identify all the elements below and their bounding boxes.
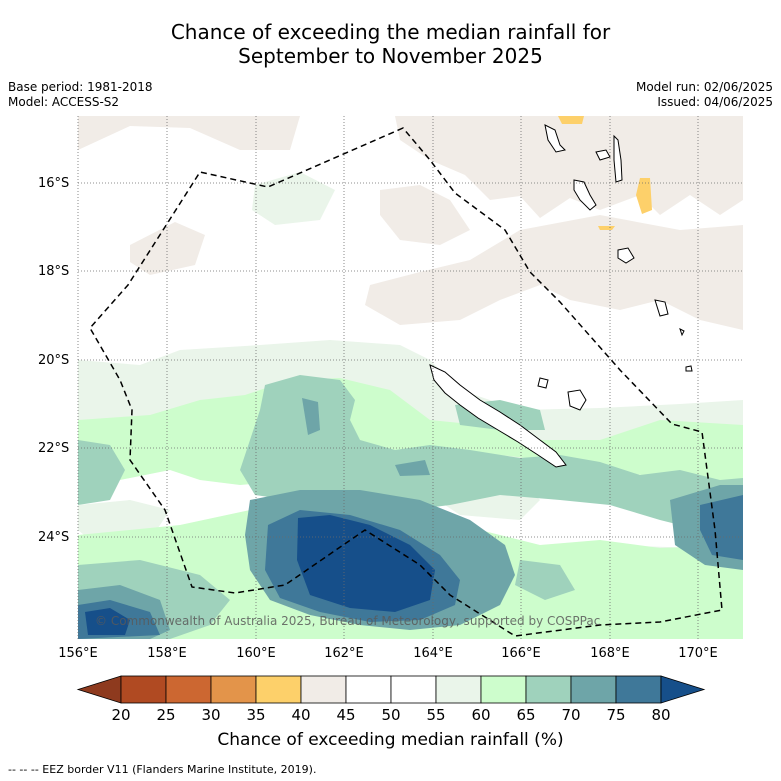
lat-label: 24°S [38,530,70,545]
colorbar-cell [525,675,572,704]
contour-35-40 [558,116,584,124]
colorbar-cell [435,675,482,704]
issued-date: Issued: 04/06/2025 [657,95,773,109]
colorbar-extend-high [660,675,706,704]
colorbar-cell [615,675,662,704]
loyalty-island [567,389,587,411]
new-caledonia-outline [429,364,567,468]
contour-above-80 [297,515,435,612]
colorbar-tick: 35 [246,706,266,724]
colorbar-cell [480,675,527,704]
lat-label: 20°S [38,353,70,368]
colorbar-tick: 30 [201,706,221,724]
contour-70-75 [302,398,320,435]
lat-label: 22°S [38,441,70,456]
colorbar-cell [390,675,437,704]
colorbar-cell [120,675,167,704]
vanuatu-island [573,179,597,211]
contour-40-45 [130,222,205,275]
lon-label: 166°E [501,646,541,661]
colorbar-cell [300,675,347,704]
contour-above-80 [85,608,130,635]
vanuatu-island [654,299,669,317]
eez-footnote: -- -- -- EEZ border V11 (Flanders Marine… [8,763,317,776]
colorbar-cell [345,675,392,704]
title-line-2: September to November 2025 [238,44,543,68]
meta-right: Model run: 02/06/2025 Issued: 04/06/2025 [636,80,773,110]
contour-70-75 [395,460,430,476]
contour-65-70 [78,440,125,505]
contour-60-65 [180,405,215,450]
colorbar-cell [255,675,302,704]
colorbar-extend-low [76,675,122,704]
colorbar-cell [165,675,212,704]
model-run: Model run: 02/06/2025 [635,80,773,94]
lon-label: 156°E [58,646,98,661]
vanuatu-island [595,149,611,161]
coastlines [429,124,693,468]
lon-label: 158°E [147,646,187,661]
meta-left: Base period: 1981-2018 Model: ACCESS-S2 [8,80,153,110]
colorbar-tick: 45 [336,706,356,724]
contour-40-45 [395,116,743,218]
vanuatu-island [613,134,623,183]
contour-40-45 [78,116,300,150]
vanuatu-island [685,365,693,372]
lon-label: 168°E [590,646,630,661]
title-line-1: Chance of exceeding the median rainfall … [170,20,611,44]
colorbar-label: Chance of exceeding median rainfall (%) [217,730,564,750]
graticule [77,116,743,639]
colorbar-tick: 25 [156,706,176,724]
map-title: Chance of exceeding the median rainfall … [0,20,781,68]
contour-35-40 [598,226,615,230]
base-period: Base period: 1981-2018 [8,80,153,94]
lon-label: 170°E [678,646,718,661]
lon-label: 162°E [324,646,364,661]
colorbar-cell [210,675,257,704]
contour-75-80 [700,495,743,560]
colorbar-tick: 80 [651,706,671,724]
colorbar-cell [570,675,617,704]
vanuatu-island [679,328,685,337]
lon-label: 164°E [413,646,453,661]
contour-40-45 [380,185,470,245]
colorbar-tick: 50 [381,706,401,724]
lon-label: 160°E [236,646,276,661]
colorbar-tick: 65 [516,706,536,724]
lat-label: 16°S [38,176,70,191]
colorbar-tick: 75 [606,706,626,724]
colorbar-tick: 55 [426,706,446,724]
colorbar-tick: 40 [291,706,311,724]
contour-35-40 [636,178,652,214]
contour-40-45 [365,215,743,330]
colorbar-tick: 60 [471,706,491,724]
vanuatu-island [544,124,566,153]
loyalty-island [537,377,549,389]
colorbar-tick: 70 [561,706,581,724]
colorbar-tick: 20 [111,706,131,724]
copyright-notice: © Commonwealth of Australia 2025, Bureau… [95,614,601,628]
model-name: Model: ACCESS-S2 [8,95,120,109]
lat-label: 18°S [38,264,70,279]
vanuatu-island [617,247,635,264]
contour-65-70 [515,560,575,600]
eez-border [89,127,723,637]
